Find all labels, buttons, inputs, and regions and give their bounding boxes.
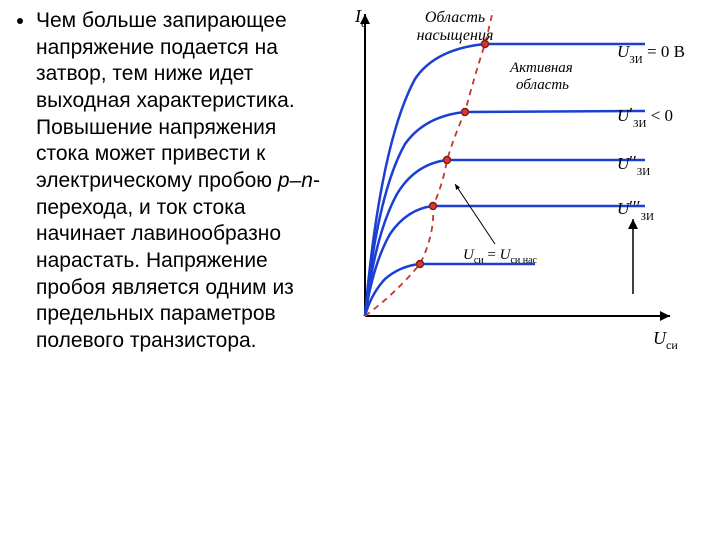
bullet-text-block: Чем больше запирающее напряжение подаетс… bbox=[10, 8, 330, 355]
annotation-pointer bbox=[455, 184, 495, 244]
iv-curve-4 bbox=[365, 264, 535, 316]
sat-marker-4 bbox=[417, 261, 424, 268]
saturation-region-label-1: Область bbox=[425, 9, 485, 26]
iv-curves-chart: Iс Uси UЗИ = 0 В U′ЗИ < 0 U′′ЗИ U′′′ЗИ Область… bbox=[335, 4, 715, 384]
active-region-label-1: Активная bbox=[509, 60, 573, 76]
para-before: Чем больше запирающее напряжение подаетс… bbox=[36, 9, 295, 192]
x-axis-label: Uси bbox=[653, 328, 678, 352]
direction-arrow-head bbox=[628, 219, 638, 229]
sat-marker-1 bbox=[462, 109, 469, 116]
saturation-boundary bbox=[365, 10, 493, 316]
x-axis-arrow bbox=[660, 311, 670, 321]
curve-label-3: U′′′ЗИ bbox=[617, 197, 654, 223]
curve-label-2: U′′ЗИ bbox=[617, 152, 650, 178]
iv-curve-1 bbox=[365, 111, 645, 316]
sat-marker-2 bbox=[444, 157, 451, 164]
y-axis-label: Iс bbox=[354, 6, 366, 30]
main-paragraph: Чем больше запирающее напряжение подаетс… bbox=[36, 8, 330, 355]
pn-junction: p–n bbox=[278, 169, 313, 192]
sat-marker-3 bbox=[430, 203, 437, 210]
iv-curve-2 bbox=[365, 160, 645, 316]
active-region-label-2: область bbox=[516, 77, 569, 93]
annotation-pointer-head bbox=[455, 184, 460, 190]
saturation-region-label-2: насыщения bbox=[417, 27, 494, 44]
curve-label-1: U′ЗИ < 0 bbox=[617, 104, 673, 130]
curve-label-0: UЗИ = 0 В bbox=[617, 42, 685, 66]
para-after: -перехода, и ток стока начинает лавинооб… bbox=[36, 169, 320, 352]
